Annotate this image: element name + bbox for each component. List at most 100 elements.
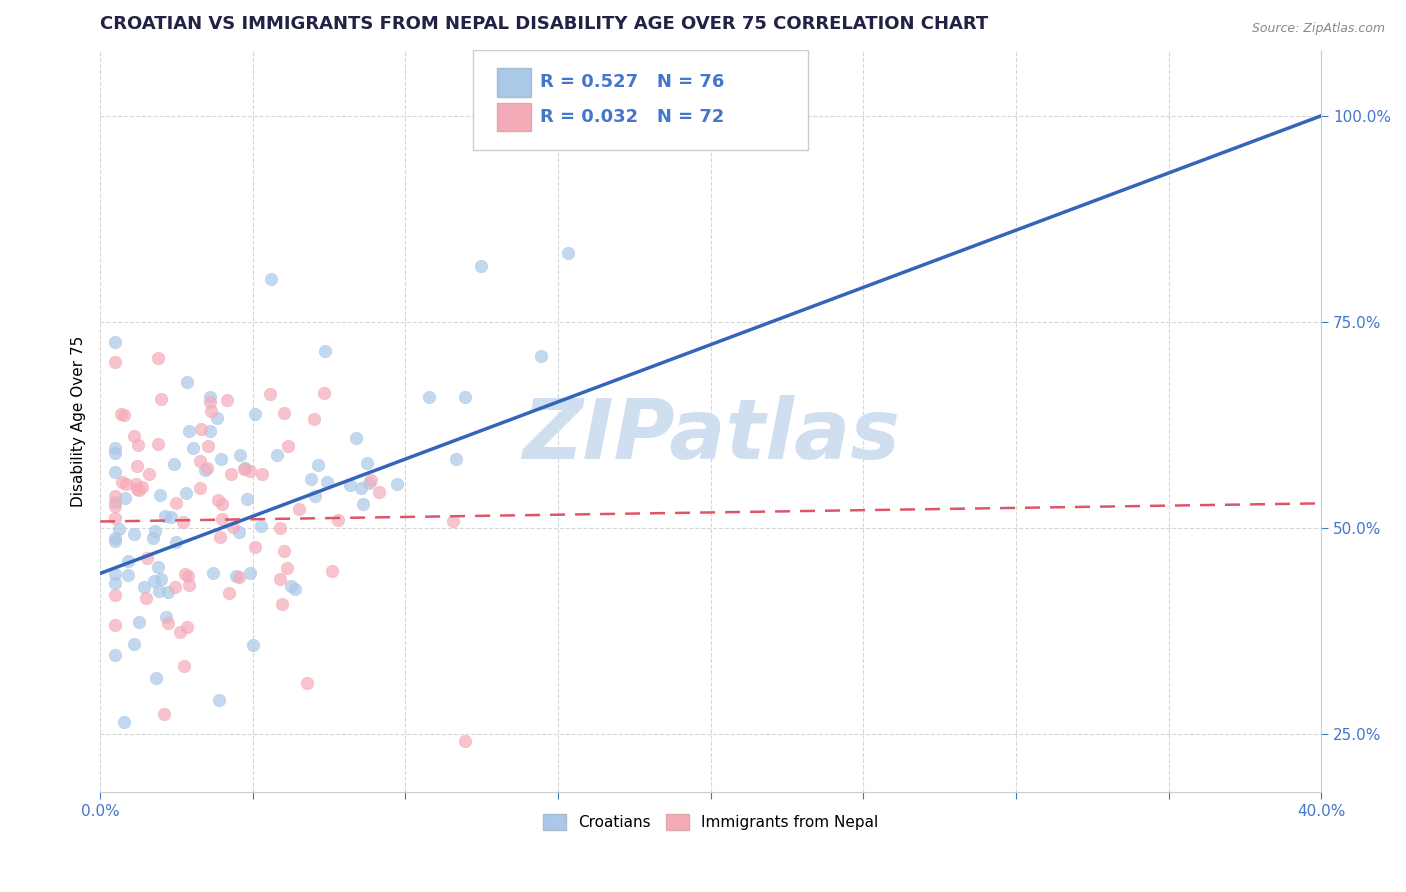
Point <box>418 390 440 404</box>
Point <box>200 404 222 418</box>
Text: CROATIAN VS IMMIGRANTS FROM NEPAL DISABILITY AGE OVER 75 CORRELATION CHART: CROATIAN VS IMMIGRANTS FROM NEPAL DISABI… <box>100 15 988 33</box>
Point <box>260 272 283 286</box>
Point <box>134 580 156 594</box>
Point <box>211 512 233 526</box>
Point <box>208 693 231 707</box>
Point <box>441 514 464 528</box>
Point <box>250 467 273 481</box>
Point <box>219 467 242 481</box>
Point <box>198 390 221 404</box>
Point <box>470 260 492 274</box>
Point <box>165 496 187 510</box>
Point <box>194 463 217 477</box>
Point <box>211 497 233 511</box>
Point <box>146 560 169 574</box>
FancyBboxPatch shape <box>496 103 531 131</box>
Point <box>104 575 127 590</box>
Point <box>444 451 467 466</box>
Point <box>273 543 295 558</box>
Point <box>155 610 177 624</box>
Point <box>385 477 408 491</box>
Text: ZIPatlas: ZIPatlas <box>522 395 900 476</box>
Point <box>360 474 382 488</box>
Point <box>104 617 127 632</box>
Point <box>249 519 271 533</box>
Point <box>759 45 782 60</box>
Point <box>148 436 170 450</box>
Text: R = 0.032   N = 72: R = 0.032 N = 72 <box>540 108 724 127</box>
Point <box>557 245 579 260</box>
Point <box>122 527 145 541</box>
Point <box>356 457 378 471</box>
Point <box>142 531 165 545</box>
Point <box>302 412 325 426</box>
Point <box>179 578 201 592</box>
Point <box>148 351 170 365</box>
Point <box>277 439 299 453</box>
Point <box>188 454 211 468</box>
Point <box>104 567 127 582</box>
Point <box>112 715 135 730</box>
Point <box>201 566 224 580</box>
Point <box>352 497 374 511</box>
Point <box>239 566 262 580</box>
Point <box>188 481 211 495</box>
Point <box>125 476 148 491</box>
Point <box>104 495 127 509</box>
Point <box>236 491 259 506</box>
Point <box>243 540 266 554</box>
Point <box>176 620 198 634</box>
Point <box>312 385 335 400</box>
Point <box>117 554 139 568</box>
Point <box>104 499 127 513</box>
Point <box>128 615 150 629</box>
Point <box>242 639 264 653</box>
Point <box>271 598 294 612</box>
Point <box>107 522 129 536</box>
Point <box>239 464 262 478</box>
Point <box>454 733 477 747</box>
Point <box>153 706 176 721</box>
Point <box>172 515 194 529</box>
Point <box>125 458 148 473</box>
Point <box>114 491 136 505</box>
Point <box>131 480 153 494</box>
Point <box>321 564 343 578</box>
Point <box>104 531 127 545</box>
Point <box>148 583 170 598</box>
Point <box>104 441 127 455</box>
Text: Source: ZipAtlas.com: Source: ZipAtlas.com <box>1251 22 1385 36</box>
Point <box>288 502 311 516</box>
Point <box>104 588 127 602</box>
Point <box>128 483 150 497</box>
Point <box>229 448 252 462</box>
Point <box>160 510 183 524</box>
Point <box>276 561 298 575</box>
Point <box>207 492 229 507</box>
Point <box>143 524 166 539</box>
Point <box>316 475 339 490</box>
Point <box>228 569 250 583</box>
Point <box>165 580 187 594</box>
Point <box>295 675 318 690</box>
Point <box>304 489 326 503</box>
Point <box>127 483 149 497</box>
Point <box>359 475 381 490</box>
Text: R = 0.527   N = 76: R = 0.527 N = 76 <box>540 73 724 92</box>
Point <box>135 591 157 605</box>
Point <box>198 424 221 438</box>
Point <box>104 465 127 479</box>
Point <box>233 461 256 475</box>
Y-axis label: Disability Age Over 75: Disability Age Over 75 <box>72 335 86 507</box>
Point <box>169 625 191 640</box>
Legend: Croatians, Immigrants from Nepal: Croatians, Immigrants from Nepal <box>537 808 884 837</box>
Point <box>104 533 127 548</box>
Point <box>367 485 389 500</box>
Point <box>339 478 361 492</box>
Point <box>218 586 240 600</box>
Point <box>104 648 127 662</box>
Point <box>173 658 195 673</box>
Point <box>174 566 197 581</box>
Point <box>259 386 281 401</box>
Point <box>104 355 127 369</box>
